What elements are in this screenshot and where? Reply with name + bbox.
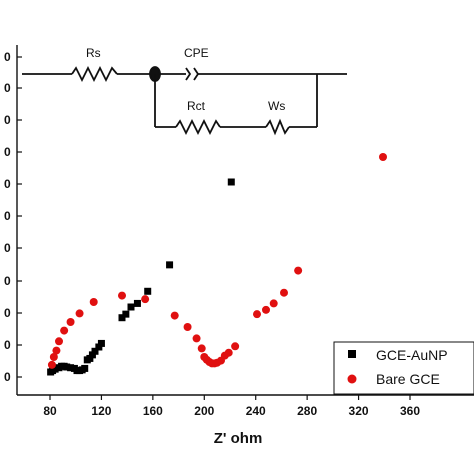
legend-box: [333, 341, 474, 395]
y-tick-label: 0: [4, 370, 11, 384]
plot-frame: [16, 45, 474, 396]
bare-gce-point: [197, 344, 206, 353]
rct-resistor-symbol: [175, 118, 221, 136]
gce-aunp-point: [118, 314, 126, 322]
equivalent-circuit-inset: [22, 65, 347, 136]
x-ticks: 80 120 160 200 240 280 320 360: [43, 395, 420, 418]
bare-gce-point: [52, 346, 61, 355]
bare-gce-point: [280, 288, 288, 297]
y-tick-label: 0: [4, 145, 11, 159]
cpe-plate-right: [193, 67, 200, 81]
gce-aunp-point: [97, 339, 105, 347]
bare-gce-point: [379, 153, 387, 161]
ws-warburg-symbol: [265, 118, 290, 136]
legend-label-bare-gce: Bare GCE: [376, 371, 440, 387]
bare-gce-point: [253, 310, 261, 319]
bare-gce-point: [60, 326, 69, 335]
y-tick-label: 0: [4, 241, 11, 255]
gce-aunp-point: [91, 347, 99, 355]
bare-gce-point: [224, 348, 233, 357]
gce-aunp-point: [144, 287, 152, 295]
x-tick-label: 120: [91, 404, 111, 418]
cpe-label: CPE: [184, 46, 209, 60]
gce-aunp-point: [51, 365, 59, 373]
gce-aunp-point: [122, 310, 130, 318]
rs-label: Rs: [86, 46, 101, 60]
legend: GCE-AuNP Bare GCE: [333, 341, 474, 395]
bare-gce-point: [141, 295, 150, 304]
y-tick-label: 0: [4, 209, 11, 223]
y-tick-label: 0: [4, 50, 11, 64]
gce-aunp-point: [127, 303, 135, 311]
bare-gce-point: [55, 337, 63, 346]
bare-gce-point: [269, 299, 278, 308]
bare-gce-point: [294, 266, 303, 275]
gce-aunp-point: [166, 261, 174, 269]
circuit-labels: Rs CPE Rct Ws: [86, 46, 285, 113]
bare-gce-point: [89, 298, 98, 306]
bare-gce-point: [262, 305, 270, 314]
legend-marker-bare-gce: [347, 374, 357, 384]
bare-gce-point: [231, 342, 240, 351]
bare-gce-point: [75, 309, 84, 318]
gce-aunp-point: [88, 351, 96, 359]
bare-gce-point: [192, 334, 201, 343]
bare-gce-point: [66, 318, 75, 326]
y-tick-label: 0: [4, 113, 11, 127]
gce-aunp-point: [95, 343, 103, 351]
legend-label-gce-aunp: GCE-AuNP: [376, 347, 448, 363]
x-tick-label: 160: [143, 404, 163, 418]
x-tick-label: 240: [246, 404, 266, 418]
rs-resistor-symbol: [71, 65, 118, 83]
gce-aunp-point: [81, 364, 89, 372]
legend-marker-gce-aunp: [348, 350, 356, 358]
gce-aunp-point: [86, 354, 94, 362]
cpe-plate-left: [185, 67, 192, 81]
x-tick-label: 360: [400, 404, 420, 418]
data-points: [47, 153, 387, 376]
bare-gce-point: [47, 360, 56, 369]
x-tick-label: 280: [297, 404, 317, 418]
gce-aunp-point: [67, 364, 75, 372]
bare-gce-point: [170, 311, 179, 320]
rct-label: Rct: [187, 99, 206, 113]
bare-gce-point: [183, 323, 192, 331]
bare-gce-point: [49, 353, 58, 361]
bare-gce-point: [118, 291, 126, 300]
gce-aunp-point: [63, 363, 71, 371]
y-tick-label: 0: [4, 81, 11, 95]
x-tick-label: 320: [349, 404, 369, 418]
x-tick-label: 80: [43, 404, 57, 418]
y-tick-label: 0: [4, 338, 11, 352]
gce-aunp-point: [227, 178, 235, 186]
y-ticks: 0 0 0 0 0 0 0 0 0 0 0: [4, 50, 22, 384]
gce-aunp-point: [133, 299, 141, 307]
ws-label: Ws: [268, 99, 285, 113]
y-tick-label: 0: [4, 177, 11, 191]
y-tick-label: 0: [4, 306, 11, 320]
y-tick-label: 0: [4, 274, 11, 288]
x-axis-title: Z' ohm: [214, 430, 263, 447]
x-tick-label: 200: [194, 404, 214, 418]
